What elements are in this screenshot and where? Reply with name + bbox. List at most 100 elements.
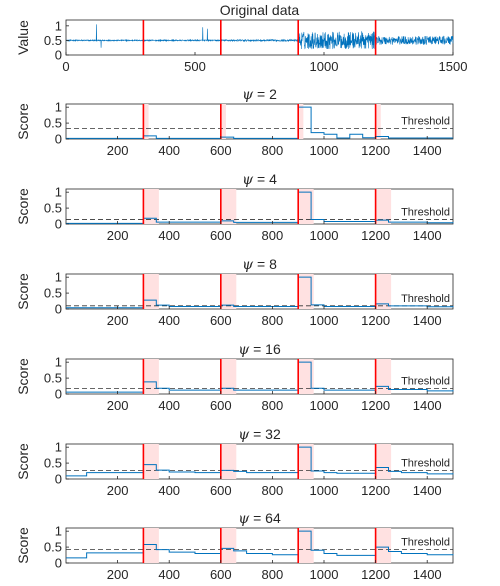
y-tick-label: 0.5 [44, 371, 62, 386]
panel-title: ψ = 8 [242, 256, 277, 273]
panel-title: ψ = 16 [238, 341, 281, 358]
x-tick-label: 600 [210, 398, 232, 413]
x-tick-label: 200 [107, 483, 129, 498]
x-tick-label: 800 [262, 567, 284, 582]
panel-3: Threshold 200 400 600 800 1000 1200 1400 00.51 Sc… [15, 171, 454, 243]
score-line [66, 530, 454, 559]
data-line [65, 24, 454, 50]
panel-4: Threshold 200 400 600 800 1000 1200 1400 00.51 Sc… [15, 256, 454, 328]
panel-7: Threshold 200 400 600 800 1000 1200 1400 00.51 Sc… [15, 510, 454, 582]
y-tick-label: 0 [55, 472, 62, 487]
threshold-label: Threshold [401, 376, 450, 388]
x-tick-label: 1400 [413, 228, 442, 243]
y-tick-label: 0.5 [44, 456, 62, 471]
x-tick-label: 400 [158, 567, 180, 582]
panel-6: Threshold 200 400 600 800 1000 1200 1400 00.51 Sc… [15, 426, 454, 498]
y-axis-label: Value [15, 20, 31, 55]
title-value: = 16 [249, 341, 281, 357]
detection-window [143, 444, 159, 479]
title-value: = 2 [253, 86, 277, 102]
y-axis-label: Score [15, 103, 31, 140]
x-tick-label: 400 [158, 143, 180, 158]
x-tick-label: 1000 [310, 567, 339, 582]
detection-window [143, 104, 149, 139]
threshold-label: Threshold [401, 116, 450, 128]
panel-5: Threshold 200 400 600 800 1000 1200 1400 00.51 Sc… [15, 341, 454, 413]
y-tick-label: 0.5 [44, 286, 62, 301]
x-tick-label: 1500 [439, 59, 468, 74]
x-tick-label: 1000 [310, 59, 339, 74]
detection-window [220, 359, 237, 394]
x-tick-label: 600 [210, 228, 232, 243]
y-tick-label: 0 [55, 48, 62, 63]
y-tick-label: 0.5 [44, 540, 62, 555]
detection-window [220, 444, 237, 479]
detection-window [375, 444, 392, 479]
panel-1: 0 500 1000 1500 00.51 Value Original data [15, 2, 467, 74]
panel-title: ψ = 32 [238, 426, 281, 443]
x-tick-label: 1000 [310, 483, 339, 498]
panel-2: Threshold 200 400 600 800 1000 1200 1400 00.51 Sc… [15, 86, 454, 158]
title-value: = 8 [253, 256, 277, 272]
y-tick-label: 0.5 [44, 201, 62, 216]
detection-window [298, 104, 304, 139]
y-axis-label: Score [15, 188, 31, 225]
y-tick-label: 1 [55, 355, 62, 370]
title-symbol: ψ [238, 427, 250, 443]
x-tick-label: 1000 [310, 228, 339, 243]
x-tick-label: 400 [158, 483, 180, 498]
title-value: = 64 [249, 510, 281, 526]
x-tick-label: 1000 [310, 143, 339, 158]
x-tick-label: 0 [62, 59, 69, 74]
score-line [66, 191, 454, 224]
detection-window [220, 104, 226, 139]
x-tick-label: 400 [158, 313, 180, 328]
x-tick-label: 1400 [413, 143, 442, 158]
x-tick-label: 600 [210, 313, 232, 328]
detection-window [375, 104, 381, 139]
y-tick-label: 0 [55, 217, 62, 232]
threshold-label: Threshold [401, 293, 450, 305]
panel-title: ψ = 64 [238, 510, 281, 527]
x-tick-label: 200 [107, 567, 129, 582]
y-tick-label: 1 [55, 524, 62, 539]
threshold-label: Threshold [401, 207, 450, 219]
x-tick-label: 1400 [413, 567, 442, 582]
x-tick-label: 200 [107, 313, 129, 328]
detection-window [220, 274, 237, 309]
detection-window [298, 274, 314, 309]
x-tick-label: 1400 [413, 483, 442, 498]
x-tick-label: 800 [262, 228, 284, 243]
detection-window [375, 274, 392, 309]
y-tick-label: 0 [55, 387, 62, 402]
detection-window [298, 189, 314, 224]
panel-title: Original data [220, 2, 300, 18]
x-tick-label: 1000 [310, 313, 339, 328]
x-tick-label: 400 [158, 398, 180, 413]
y-tick-label: 1 [55, 440, 62, 455]
title-symbol: ψ [242, 257, 254, 273]
panel-title: ψ = 4 [242, 171, 277, 188]
x-tick-label: 800 [262, 398, 284, 413]
title-value: = 4 [253, 171, 277, 187]
x-tick-label: 1200 [361, 483, 390, 498]
y-axis-label: Score [15, 358, 31, 395]
detection-window [220, 528, 237, 563]
y-tick-label: 1 [55, 185, 62, 200]
detection-window [375, 189, 392, 224]
score-line [66, 106, 453, 139]
x-tick-label: 800 [262, 483, 284, 498]
y-tick-label: 0 [55, 302, 62, 317]
detection-window [375, 528, 392, 563]
detection-window [298, 359, 314, 394]
title-symbol: ψ [242, 87, 254, 103]
axes-frame [65, 273, 454, 310]
detection-window [143, 359, 159, 394]
x-tick-label: 600 [210, 143, 232, 158]
y-tick-label: 0.5 [44, 33, 62, 48]
detection-window [298, 528, 314, 563]
x-tick-label: 400 [158, 228, 180, 243]
detection-window [375, 359, 392, 394]
x-tick-label: 200 [107, 228, 129, 243]
